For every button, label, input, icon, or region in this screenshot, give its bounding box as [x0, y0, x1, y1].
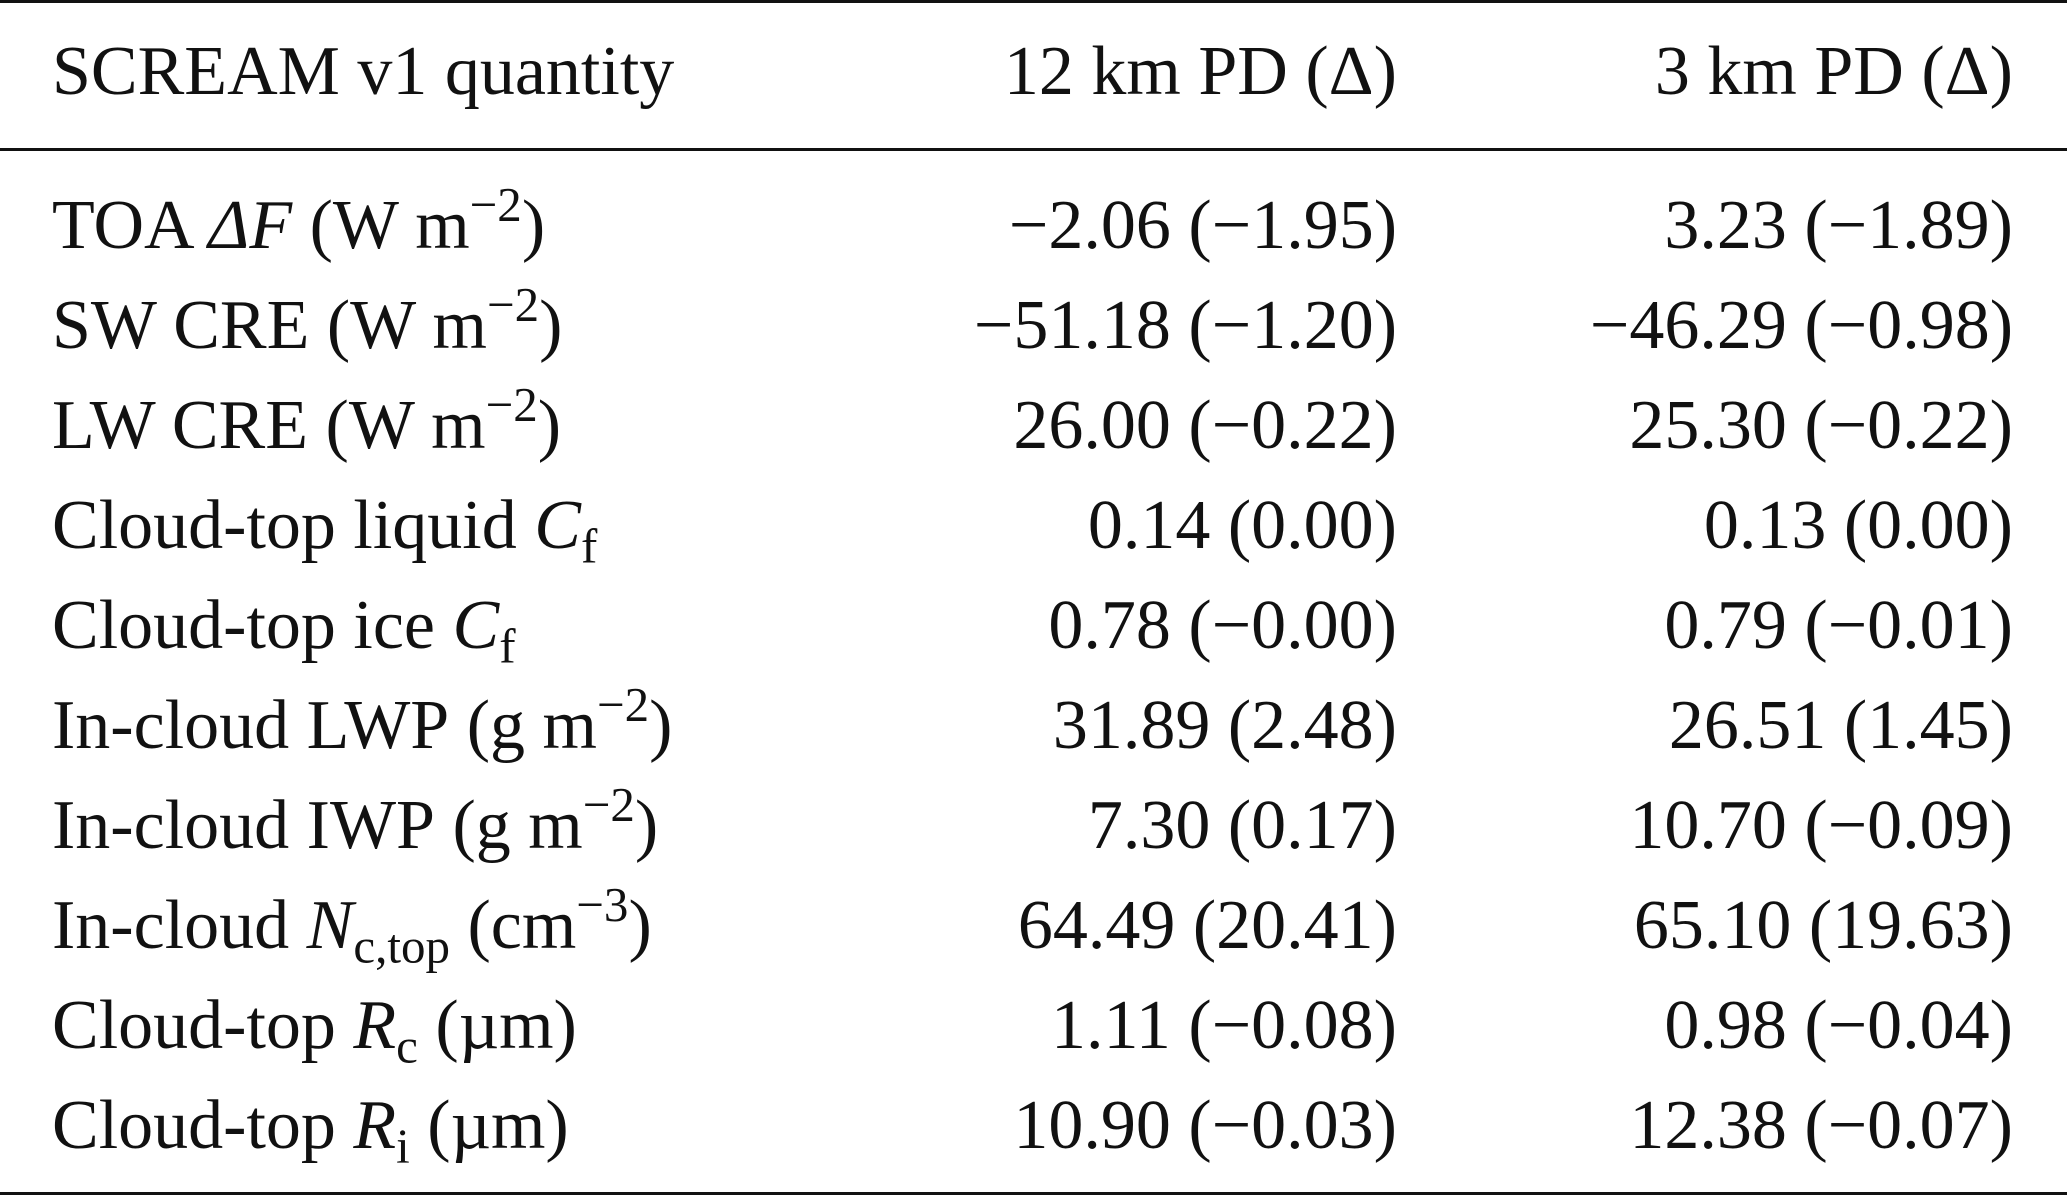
label-text: LW CRE [52, 387, 309, 464]
value-3km: 65.10 (19.63) [1633, 887, 2013, 964]
label-text: Cloud-top [52, 987, 354, 1064]
label-text: Cloud-top ice [52, 587, 453, 664]
label-unit-close: ) [539, 287, 563, 364]
label-text: TOA [52, 187, 209, 264]
label-unit-close: ) [537, 387, 562, 464]
value-12km: 10.90 (−0.03) [1013, 1087, 1397, 1164]
label-unit-exponent: −2 [596, 677, 650, 733]
value-12km: 64.49 (20.41) [1017, 887, 1397, 964]
value-12km: 0.78 (−0.00) [1048, 587, 1397, 664]
value-12km: 7.30 (0.17) [1087, 787, 1397, 864]
value-3km: 10.70 (−0.09) [1629, 787, 2013, 864]
label-subscript: f [580, 518, 598, 574]
label-unit: (W m [292, 187, 470, 264]
quantity-label: Cloud-top Ri (µm) [52, 1076, 569, 1176]
label-unit: (W m [309, 287, 487, 364]
header-3km: 3 km PD (Δ) [1654, 33, 2013, 110]
top-rule [0, 0, 2067, 3]
header-rule [0, 148, 2067, 151]
bottom-rule [0, 1192, 2067, 1195]
label-text: SW CRE [52, 287, 310, 364]
label-unit-close: ) [649, 687, 673, 764]
table-row: LW CRE (W m−2) 26.00 (−0.22) 25.30 (−0.2… [0, 376, 2067, 476]
label-symbol: C [534, 487, 581, 564]
label-text: In-cloud LWP [52, 687, 450, 764]
value-3km: 12.38 (−0.07) [1629, 1087, 2013, 1164]
label-text: In-cloud [52, 887, 307, 964]
value-3km: 3.23 (−1.89) [1664, 187, 2013, 264]
table-row: SW CRE (W m−2) −51.18 (−1.20) −46.29 (−0… [0, 276, 2067, 376]
label-unit-exponent: −2 [486, 277, 540, 333]
value-12km: −51.18 (−1.20) [973, 287, 1397, 364]
quantity-label: TOA ΔF (W m−2) [52, 176, 545, 276]
header-12km: 12 km PD (Δ) [1003, 33, 1397, 110]
label-text: Cloud-top liquid [52, 487, 535, 564]
quantity-label: SW CRE (W m−2) [52, 276, 562, 376]
label-symbol: R [353, 987, 397, 1064]
table-row: In-cloud Nc,top (cm−3) 64.49 (20.41) 65.… [0, 876, 2067, 976]
header-quantity: SCREAM v1 quantity [52, 33, 675, 110]
table-row: Cloud-top Ri (µm) 10.90 (−0.03) 12.38 (−… [0, 1076, 2067, 1176]
label-symbol: ΔF [208, 187, 293, 264]
label-subscript: f [499, 618, 516, 674]
label-symbol: N [306, 887, 354, 964]
label-unit: (g m [449, 687, 597, 764]
quantity-label: Cloud-top ice Cf [52, 576, 516, 676]
label-subscript: c [396, 1018, 418, 1074]
value-12km: 1.11 (−0.08) [1050, 987, 1397, 1064]
label-text: Cloud-top [52, 1087, 354, 1164]
table-row: In-cloud LWP (g m−2) 31.89 (2.48) 26.51 … [0, 676, 2067, 776]
value-3km: 25.30 (−0.22) [1629, 387, 2013, 464]
label-unit: (µm) [409, 1087, 569, 1164]
value-3km: 0.98 (−0.04) [1664, 987, 2013, 1064]
value-3km: −46.29 (−0.98) [1589, 287, 2013, 364]
table-row: Cloud-top Rc (µm) 1.11 (−0.08) 0.98 (−0.… [0, 976, 2067, 1076]
table-row: In-cloud IWP (g m−2) 7.30 (0.17) 10.70 (… [0, 776, 2067, 876]
label-unit-exponent: −2 [485, 377, 538, 433]
label-unit-close: ) [521, 187, 546, 264]
value-3km: 0.79 (−0.01) [1664, 587, 2013, 664]
table-row: TOA ΔF (W m−2) −2.06 (−1.95) 3.23 (−1.89… [0, 176, 2067, 276]
value-12km: 0.14 (0.00) [1087, 487, 1397, 564]
label-unit: (W m [308, 387, 486, 464]
label-unit: (µm) [417, 987, 577, 1064]
label-unit-exponent: −3 [576, 877, 629, 933]
quantity-label: In-cloud LWP (g m−2) [52, 676, 672, 776]
value-12km: −2.06 (−1.95) [1008, 187, 1397, 264]
label-text: In-cloud IWP [52, 787, 435, 864]
value-12km: 26.00 (−0.22) [1013, 387, 1397, 464]
label-unit-close: ) [634, 787, 659, 864]
quantity-label: Cloud-top Rc (µm) [52, 976, 577, 1076]
label-unit-close: ) [628, 887, 652, 964]
label-unit-exponent: −2 [469, 177, 522, 233]
label-unit: (g m [434, 787, 583, 864]
label-symbol: R [353, 1087, 397, 1164]
label-unit: (cm [449, 887, 577, 964]
value-3km: 0.13 (0.00) [1703, 487, 2013, 564]
quantity-label: In-cloud Nc,top (cm−3) [52, 876, 652, 976]
table-row: Cloud-top ice Cf 0.78 (−0.00) 0.79 (−0.0… [0, 576, 2067, 676]
label-subscript: i [396, 1118, 410, 1174]
value-12km: 31.89 (2.48) [1052, 687, 1397, 764]
table-row: Cloud-top liquid Cf 0.14 (0.00) 0.13 (0.… [0, 476, 2067, 576]
label-symbol: C [452, 587, 500, 664]
label-subscript: c,top [353, 918, 450, 974]
header-row: SCREAM v1 quantity 12 km PD (Δ) 3 km PD … [0, 22, 2067, 122]
value-3km: 26.51 (1.45) [1668, 687, 2013, 764]
quantity-label: Cloud-top liquid Cf [52, 476, 597, 576]
label-unit-exponent: −2 [582, 777, 635, 833]
quantity-label: LW CRE (W m−2) [52, 376, 561, 476]
quantity-label: In-cloud IWP (g m−2) [52, 776, 658, 876]
